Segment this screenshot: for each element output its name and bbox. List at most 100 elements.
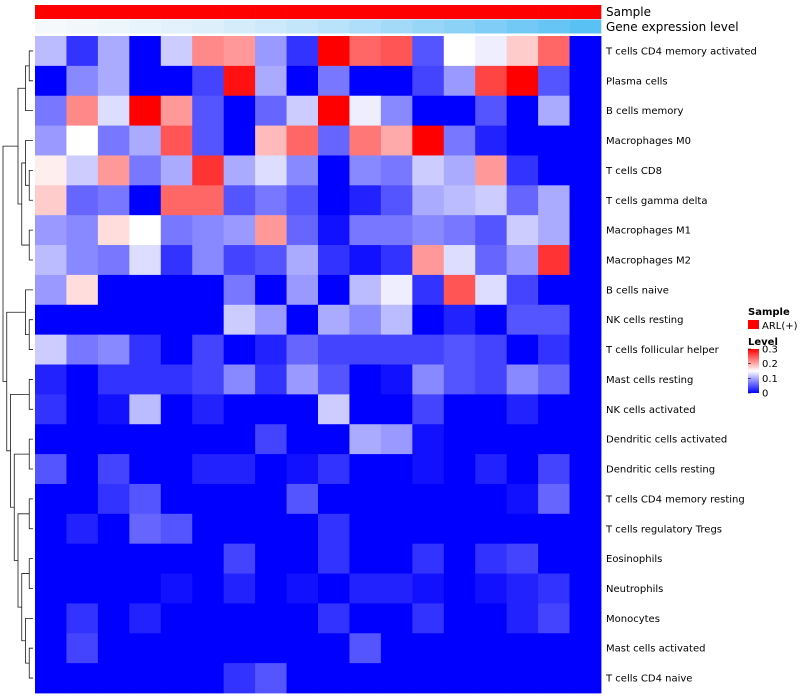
heatmap-cell [380, 304, 413, 336]
gene-expression-annotation-cell [286, 19, 319, 34]
heatmap-cell [35, 663, 67, 694]
heatmap-cell [318, 36, 350, 67]
heatmap-cell [286, 663, 319, 694]
heatmap-cell [192, 424, 225, 455]
heatmap-cell [35, 364, 67, 395]
heatmap-cell [223, 65, 256, 97]
heatmap-cell [349, 483, 382, 515]
heatmap-cell [538, 424, 570, 455]
heatmap-cell [192, 36, 225, 67]
gene-expression-annotation-cell [443, 19, 476, 34]
heatmap-cell [318, 483, 350, 515]
heatmap-cell [475, 304, 508, 336]
heatmap-cell [506, 394, 539, 425]
heatmap-cell [318, 543, 350, 574]
heatmap-cell [160, 274, 193, 306]
heatmap-cell [160, 245, 193, 276]
heatmap-cell [569, 304, 602, 336]
heatmap-cell [349, 304, 382, 336]
heatmap-cell [160, 155, 193, 186]
heatmap-cell [160, 663, 193, 694]
heatmap-cell [380, 274, 413, 306]
heatmap-cell [192, 394, 225, 425]
sample-annotation-cell [97, 5, 130, 19]
heatmap-cell [35, 125, 67, 156]
heatmap-cell [318, 454, 350, 485]
heatmap-cell [223, 454, 256, 485]
heatmap-cell [380, 65, 413, 97]
heatmap-cell [66, 603, 99, 634]
heatmap-cell [160, 36, 193, 67]
heatmap-cell [66, 334, 99, 365]
heatmap-cell [129, 543, 162, 574]
gene-expression-annotation-cell [538, 19, 570, 34]
gene-expression-annotation-cell [129, 19, 162, 34]
legend-tick-label: 0.1 [762, 374, 778, 385]
heatmap-cell [538, 633, 570, 664]
heatmap-cell [97, 394, 130, 425]
heatmap-cell [443, 36, 476, 67]
heatmap-cell [286, 513, 319, 545]
heatmap-cell [66, 543, 99, 574]
heatmap-cell [192, 155, 225, 186]
heatmap-cell [66, 274, 99, 306]
heatmap-cell [35, 483, 67, 515]
heatmap-cell [569, 334, 602, 365]
heatmap-cell [255, 513, 287, 545]
heatmap-cell [66, 424, 99, 455]
heatmap-cell [97, 513, 130, 545]
heatmap-cell [475, 95, 508, 126]
heatmap-cell [538, 454, 570, 485]
heatmap-cell [443, 424, 476, 455]
heatmap-cell [255, 274, 287, 306]
heatmap-cell [35, 245, 67, 276]
heatmap-cell [129, 155, 162, 186]
heatmap-cell [66, 663, 99, 694]
dendrogram-branch [17, 513, 30, 608]
heatmap-cell [538, 185, 570, 216]
row-label: Plasma cells [606, 76, 668, 87]
heatmap-cell [160, 424, 193, 455]
heatmap-cell [475, 543, 508, 574]
heatmap-cell [318, 155, 350, 186]
heatmap-cell [569, 125, 602, 156]
row-label: NK cells activated [606, 405, 696, 416]
heatmap-cell [160, 483, 193, 515]
sample-annotation-cell [506, 5, 539, 19]
heatmap-cell [443, 185, 476, 216]
heatmap-cell [223, 36, 256, 67]
heatmap-cell [318, 125, 350, 156]
heatmap-cell [160, 543, 193, 574]
heatmap-cell [97, 603, 130, 634]
heatmap-cell [129, 65, 162, 97]
heatmap-cell [286, 36, 319, 67]
heatmap-cell [569, 424, 602, 455]
sample-annotation-bar [35, 5, 602, 19]
heatmap-cell [192, 573, 225, 604]
heatmap-cell [35, 304, 67, 336]
heatmap-cell [538, 36, 570, 67]
heatmap-cell [569, 185, 602, 216]
heatmap-cell [286, 304, 319, 336]
heatmap-cell [255, 364, 287, 395]
row-label: Dendritic cells activated [606, 435, 727, 446]
heatmap-cell [97, 543, 130, 574]
row-label: T cells follicular helper [605, 345, 720, 356]
heatmap-cell [255, 304, 287, 336]
heatmap-cell [443, 304, 476, 336]
row-label: Macrophages M2 [606, 255, 691, 266]
heatmap-cell [97, 274, 130, 306]
heatmap-cell [412, 95, 445, 126]
gene-expression-annotation-cell [192, 19, 224, 34]
sample-annotation-cell [192, 5, 224, 19]
heatmap-cell [255, 603, 287, 634]
heatmap-cell [380, 513, 413, 545]
heatmap-cell [97, 633, 130, 664]
heatmap-cell [192, 364, 225, 395]
heatmap-cell [35, 334, 67, 365]
heatmap-cell [380, 394, 413, 425]
heatmap-cell [569, 454, 602, 485]
row-label: Mast cells resting [606, 375, 693, 386]
heatmap-cell [97, 304, 130, 336]
